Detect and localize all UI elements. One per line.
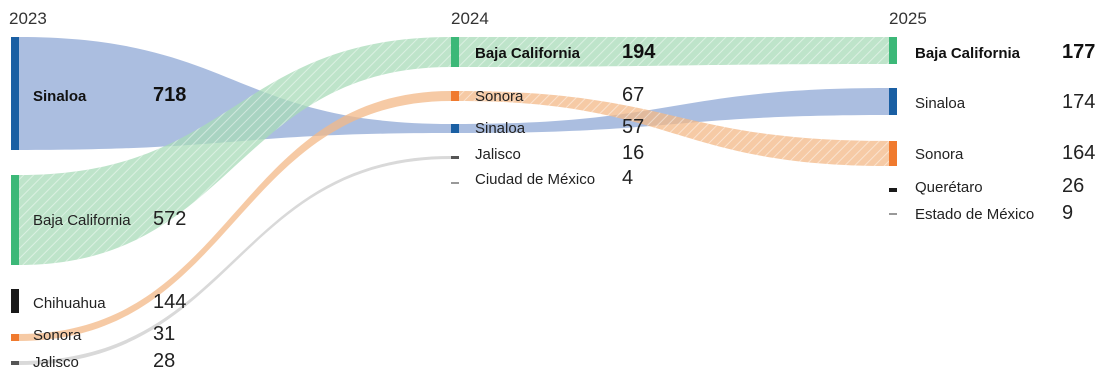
node-label-sinaloa-2025: Sinaloa <box>915 95 966 112</box>
flows-layer <box>19 37 889 365</box>
node-value-sonora-2025: 164 <box>1062 142 1095 164</box>
node-bar-jalisco-2024 <box>451 156 459 159</box>
node-value-sinaloa-2023: 718 <box>153 84 186 106</box>
flow-baja-california-2023-to-baja-california-2024-hatch <box>19 37 451 265</box>
flow-baja-california-2024-to-baja-california-2025-hatch <box>459 37 889 67</box>
node-label-sonora-2023: Sonora <box>33 327 82 344</box>
flow-sonora-2024-to-sonora-2025-hatch <box>459 91 889 166</box>
node-bar-sonora-2023 <box>11 334 19 341</box>
node-label-chihuahua-2023: Chihuahua <box>33 295 106 312</box>
node-value-ciudad-de-mexico-2024: 4 <box>622 167 633 189</box>
flow-sonora-2023-to-sonora-2024 <box>19 91 451 341</box>
node-bar-queretaro-2025 <box>889 188 897 192</box>
node-label-jalisco-2024: Jalisco <box>475 146 521 163</box>
node-label-sinaloa-2023: Sinaloa <box>33 88 87 105</box>
node-label-queretaro-2025: Querétaro <box>915 179 983 196</box>
node-bar-jalisco-2023 <box>11 361 19 365</box>
node-label-ciudad-de-mexico-2024: Ciudad de México <box>475 171 595 188</box>
node-bar-sonora-2025 <box>889 141 897 166</box>
node-value-queretaro-2025: 26 <box>1062 175 1084 197</box>
node-bar-baja-california-2023 <box>11 175 19 265</box>
node-value-estado-de-mexico-2025: 9 <box>1062 202 1073 224</box>
labels-layer: 2023 Sinaloa 718 Baja California 572 Chihuahu… <box>9 9 1095 372</box>
year-label-2023: 2023 <box>9 9 47 28</box>
node-bar-sinaloa-2025 <box>889 88 897 115</box>
node-bar-baja-california-2025 <box>889 37 897 64</box>
node-bar-ciudad-de-mexico-2024 <box>451 182 459 184</box>
node-label-baja-california-2024: Baja California <box>475 45 581 62</box>
node-bar-estado-de-mexico-2025 <box>889 213 897 215</box>
flow-jalisco-2023-to-jalisco-2024 <box>19 156 451 365</box>
node-label-estado-de-mexico-2025: Estado de México <box>915 206 1034 223</box>
node-value-baja-california-2025: 177 <box>1062 41 1095 63</box>
node-label-sinaloa-2024: Sinaloa <box>475 120 526 137</box>
nodes-layer <box>11 37 897 365</box>
node-value-sinaloa-2024: 57 <box>622 116 644 138</box>
node-bar-sonora-2024 <box>451 91 459 101</box>
node-value-jalisco-2024: 16 <box>622 142 644 164</box>
node-bar-chihuahua-2023 <box>11 289 19 313</box>
node-bar-sinaloa-2024 <box>451 124 459 133</box>
node-label-baja-california-2023: Baja California <box>33 212 131 229</box>
node-value-sinaloa-2025: 174 <box>1062 91 1095 113</box>
node-label-sonora-2024: Sonora <box>475 88 524 105</box>
node-value-sonora-2024: 67 <box>622 84 644 106</box>
node-label-jalisco-2023: Jalisco <box>33 354 79 371</box>
year-label-2024: 2024 <box>451 9 489 28</box>
node-label-sonora-2025: Sonora <box>915 146 964 163</box>
year-label-2025: 2025 <box>889 9 927 28</box>
node-value-chihuahua-2023: 144 <box>153 291 186 313</box>
node-value-sonora-2023: 31 <box>153 323 175 345</box>
node-label-baja-california-2025: Baja California <box>915 45 1021 62</box>
node-value-jalisco-2023: 28 <box>153 350 175 372</box>
node-value-baja-california-2023: 572 <box>153 208 186 230</box>
node-bar-baja-california-2024 <box>451 37 459 67</box>
node-bar-sinaloa-2023 <box>11 37 19 150</box>
node-value-baja-california-2024: 194 <box>622 41 656 63</box>
flow-sinaloa-2024-to-sinaloa-2025 <box>459 88 889 133</box>
